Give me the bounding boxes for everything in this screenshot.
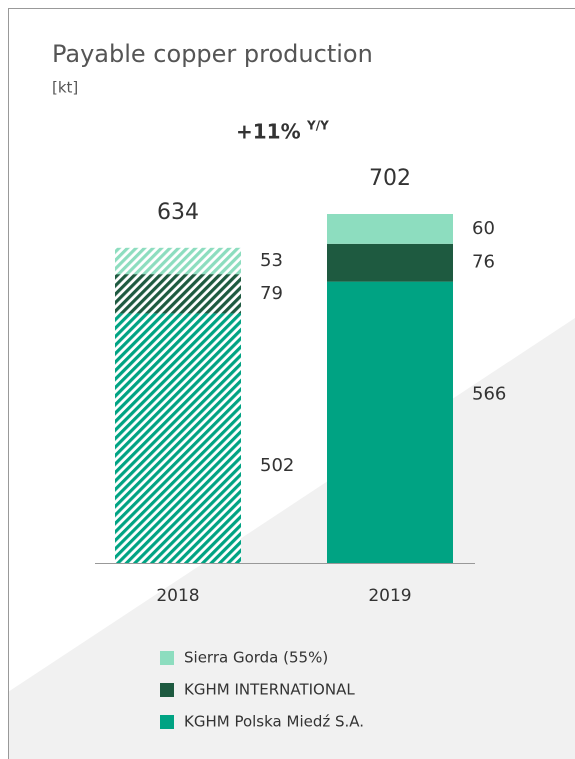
legend-swatch bbox=[160, 683, 174, 697]
bar-segment bbox=[327, 243, 453, 282]
x-tick-label: 2019 bbox=[368, 586, 411, 606]
annotation: +11% bbox=[236, 120, 301, 144]
value-label: 60 bbox=[472, 218, 495, 239]
legend-swatch bbox=[160, 651, 174, 665]
annotation-suffix: Y/Y bbox=[306, 119, 329, 133]
legend-label: KGHM INTERNATIONAL bbox=[184, 681, 355, 699]
total-label: 702 bbox=[369, 166, 411, 191]
legend-label: Sierra Gorda (55%) bbox=[184, 649, 328, 667]
bar-segment bbox=[327, 214, 453, 244]
chart-title: Payable copper production bbox=[52, 40, 373, 68]
value-label: 566 bbox=[472, 383, 506, 404]
value-label: 502 bbox=[260, 455, 294, 476]
value-label: 53 bbox=[260, 250, 283, 271]
legend-label: KGHM Polska Miedź S.A. bbox=[184, 713, 364, 731]
total-label: 634 bbox=[157, 200, 199, 225]
bar-segment bbox=[327, 281, 453, 563]
bar-segment bbox=[115, 313, 241, 563]
legend-swatch bbox=[160, 715, 174, 729]
value-label: 79 bbox=[260, 283, 283, 304]
chart-subtitle: [kt] bbox=[52, 79, 78, 97]
bar-segment bbox=[115, 247, 241, 275]
bar-segment bbox=[115, 274, 241, 314]
x-tick-label: 2018 bbox=[156, 586, 199, 606]
value-label: 76 bbox=[472, 252, 495, 273]
